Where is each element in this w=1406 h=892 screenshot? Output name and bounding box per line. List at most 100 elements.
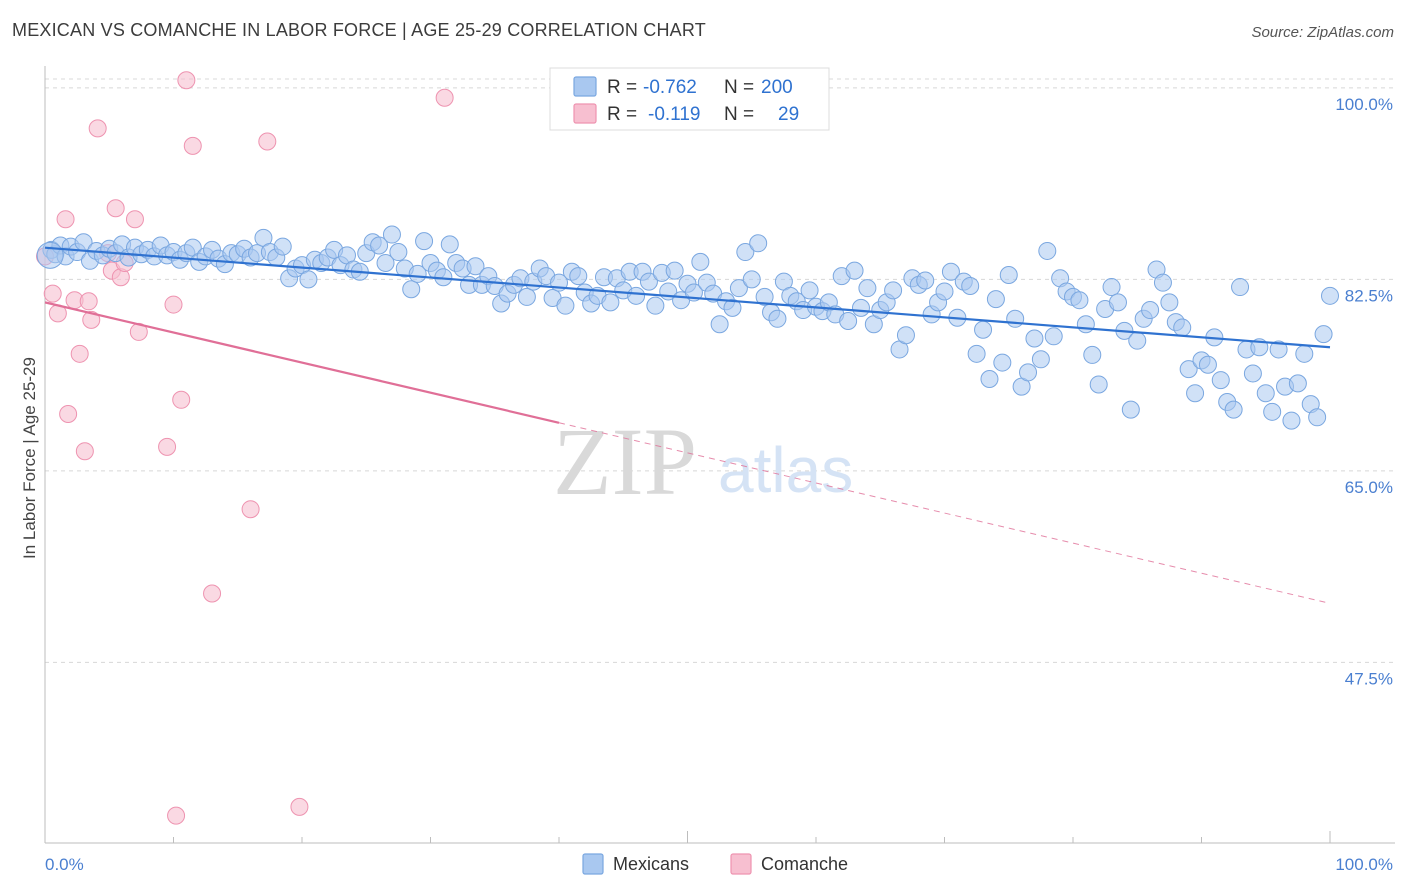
mexicans-point (941, 262, 960, 281)
mexicans-point (1141, 301, 1160, 320)
mexicans-point (916, 271, 935, 290)
comanche-point (70, 344, 89, 363)
legend-n-label-mexicans: N = (724, 77, 754, 98)
mexicans-point (665, 261, 684, 280)
mexicans-point (845, 261, 864, 280)
bottom-legend-label-comanche: Comanche (761, 854, 848, 874)
mexicans-point (980, 369, 999, 388)
mexicans-point (999, 266, 1018, 285)
comanche-point (88, 119, 107, 138)
source-label: Source: ZipAtlas.com (1251, 24, 1394, 41)
axes (44, 66, 1395, 844)
legend-r-label-comanche: R = (607, 104, 637, 125)
mexicans-point (755, 287, 774, 306)
comanche-points (36, 71, 454, 825)
mexicans-point (1160, 293, 1179, 312)
mexicans-points (36, 225, 1339, 430)
comanche-point (177, 71, 196, 90)
comanche-point (172, 390, 191, 409)
mexicans-point (1025, 329, 1044, 348)
comanche-point (59, 405, 78, 424)
mexicans-point (466, 257, 485, 276)
comanche-point (56, 210, 75, 229)
mexicans-point (1128, 331, 1147, 350)
mexicans-point (569, 267, 588, 286)
mexicans-point (1179, 360, 1198, 379)
mexicans-point (896, 326, 915, 345)
mexicans-point (646, 296, 665, 315)
comanche-point (183, 136, 202, 155)
comanche-point (106, 199, 125, 218)
mexicans-point (736, 243, 755, 262)
legend-n-value-comanche: 29 (778, 104, 799, 125)
bottom-legend-swatch-comanche (730, 853, 752, 875)
mexicans-point (1044, 327, 1063, 346)
mexicans-point (1256, 384, 1275, 403)
mexicans-point (639, 272, 658, 291)
mexicans-point (1038, 241, 1057, 260)
mexicans-point (961, 276, 980, 295)
mexicans-point (986, 290, 1005, 309)
mexicans-point (884, 281, 903, 300)
y-tick-label: 65.0% (1345, 478, 1393, 497)
y-tick-label: 82.5% (1345, 286, 1393, 305)
comanche-point (82, 310, 101, 329)
mexicans-point (440, 235, 459, 254)
watermark-atlas: atlas (718, 434, 853, 506)
comanche-point (167, 806, 186, 825)
x-tick-labels: 0.0% 100.0% (45, 855, 1393, 874)
mexicans-point (389, 243, 408, 262)
x-tick-label-max: 100.0% (1335, 855, 1393, 874)
comanche-point (75, 442, 94, 461)
bottom-legend-swatch-mexicans (582, 853, 604, 875)
mexicans-point (408, 264, 427, 283)
mexicans-point (382, 225, 401, 244)
mexicans-point (1231, 278, 1250, 297)
mexicans-point (742, 270, 761, 289)
mexicans-point (1198, 355, 1217, 374)
mexicans-point (1314, 325, 1333, 344)
mexicans-point (1186, 384, 1205, 403)
mexicans-point (517, 287, 536, 306)
comanche-point (158, 437, 177, 456)
mexicans-point (402, 280, 421, 299)
mexicans-point (1288, 374, 1307, 393)
mexicans-point (1089, 375, 1108, 394)
mexicans-point (967, 344, 986, 363)
mexicans-point (935, 282, 954, 301)
legend-swatch-mexicans (573, 76, 597, 97)
comanche-point (164, 295, 183, 314)
mexicans-trend-line (44, 246, 1331, 349)
comanche-point (79, 292, 98, 311)
mexicans-point (299, 270, 318, 289)
y-tick-label: 100.0% (1335, 95, 1393, 114)
mexicans-point (1102, 278, 1121, 297)
mexicans-point (370, 236, 389, 255)
comanche-point (290, 797, 309, 816)
mexicans-point (1019, 363, 1038, 382)
legend-n-value-mexicans: 200 (761, 77, 793, 98)
mexicans-point (1006, 309, 1025, 328)
legend-r-label-mexicans: R = (607, 77, 637, 98)
x-tick-label-min: 0.0% (45, 855, 84, 874)
mexicans-point (1308, 408, 1327, 427)
mexicans-point (1076, 315, 1095, 334)
comanche-point (203, 584, 222, 603)
mexicans-point (710, 315, 729, 334)
comanche-point (435, 88, 454, 107)
mexicans-point (851, 298, 870, 317)
mexicans-point (273, 237, 292, 256)
mexicans-point (993, 353, 1012, 372)
mexicans-point (415, 232, 434, 251)
mexicans-point (601, 293, 620, 312)
legend-n-label-comanche: N = (724, 104, 754, 125)
bottom-legend-label-mexicans: Mexicans (613, 854, 689, 874)
comanche-point (125, 210, 144, 229)
mexicans-point (1153, 273, 1172, 292)
comanche-point (241, 500, 260, 519)
mexicans-point (1108, 293, 1127, 312)
watermark: ZIP atlas (553, 408, 853, 515)
mexicans-point (691, 252, 710, 271)
y-tick-label: 47.5% (1345, 669, 1393, 688)
